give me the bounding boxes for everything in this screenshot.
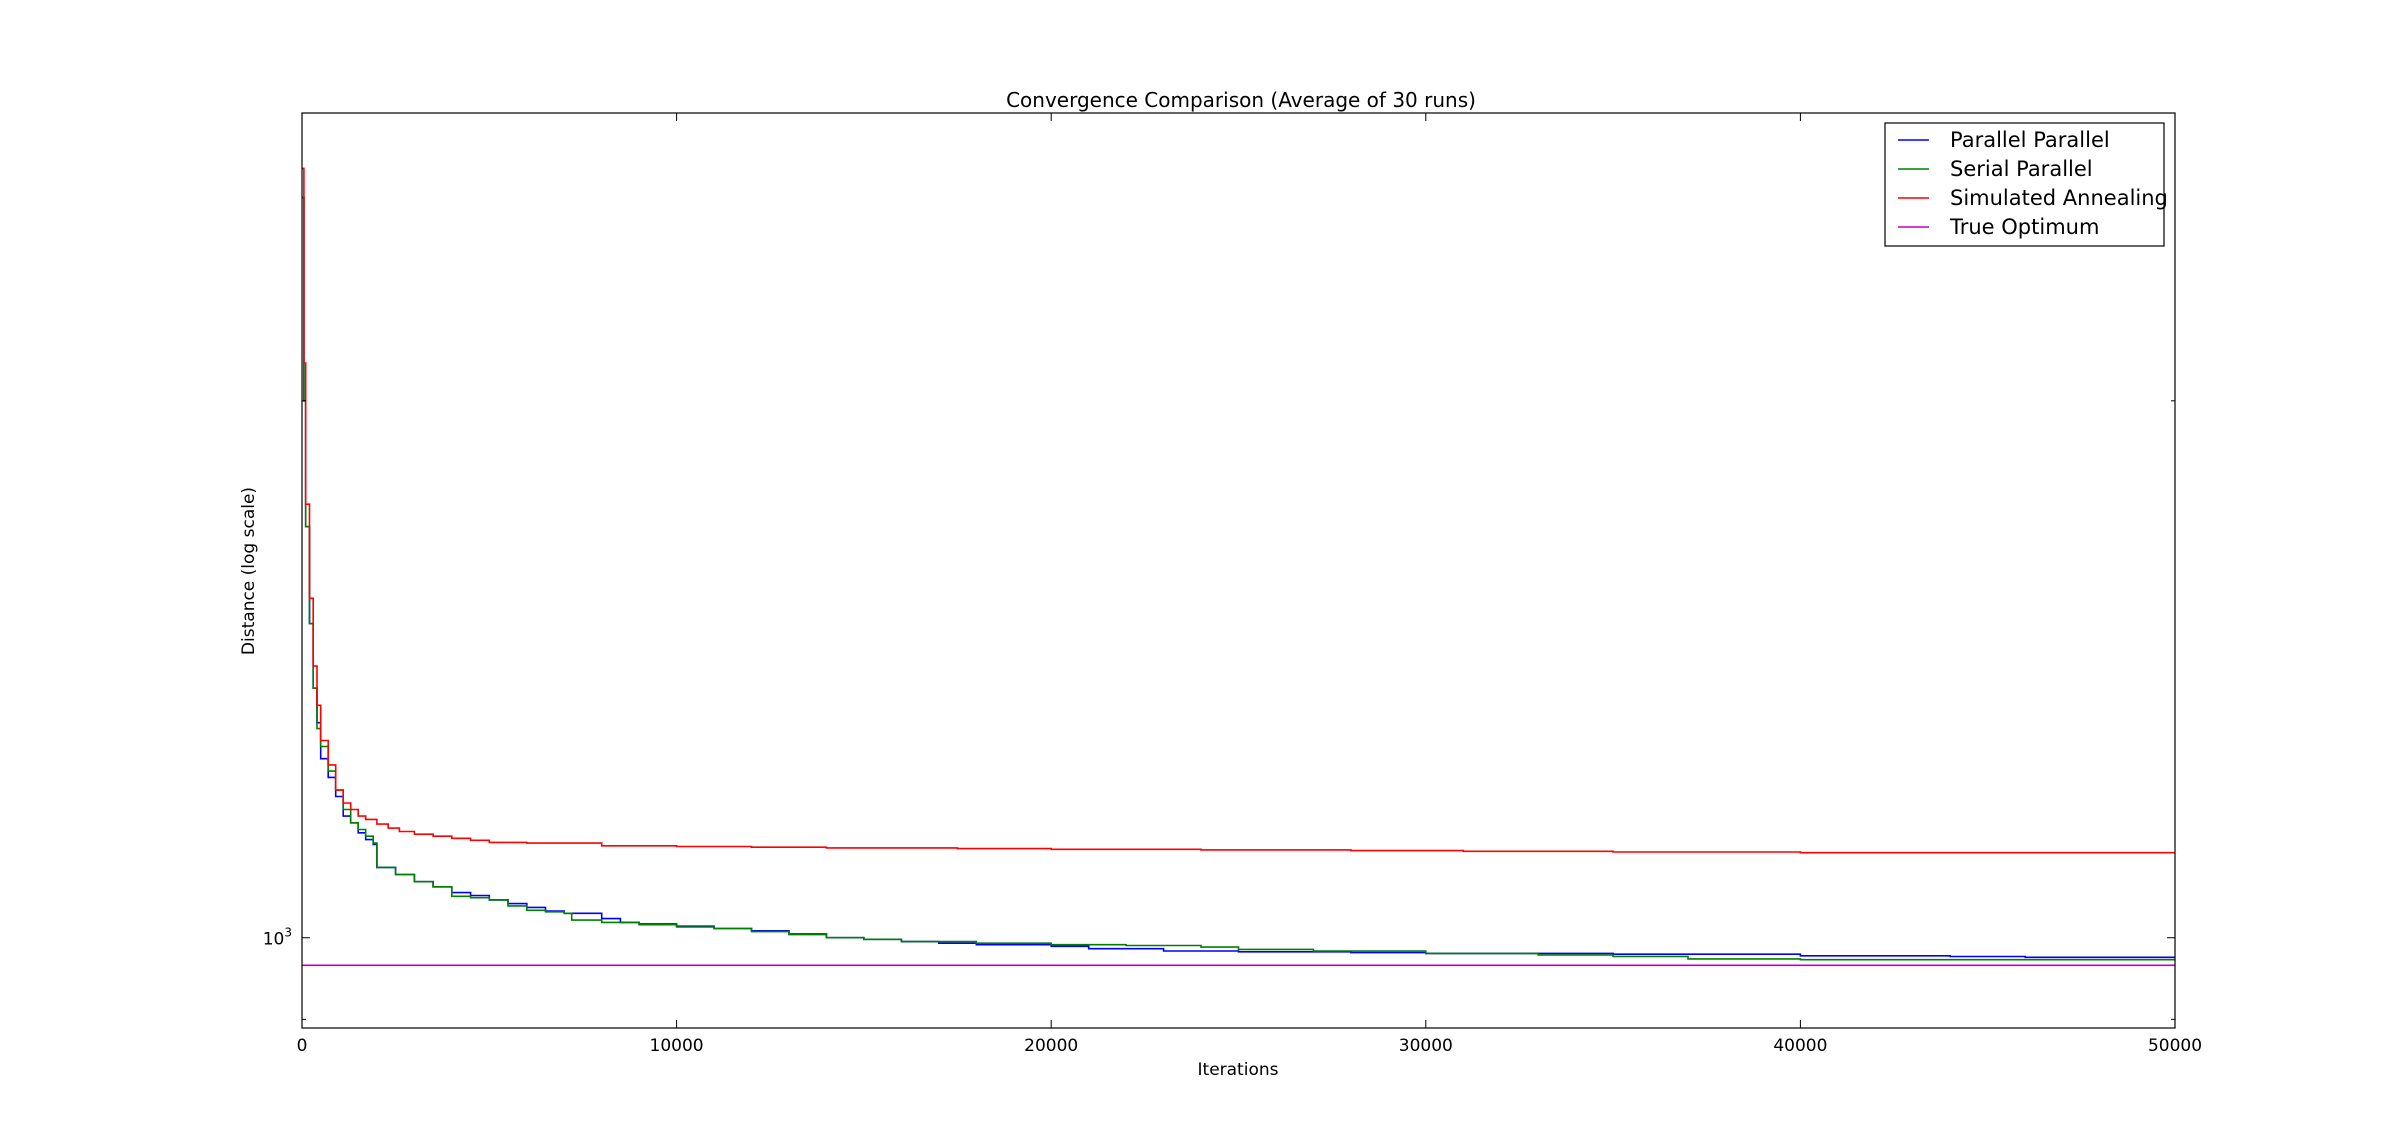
series-line-simulated-annealing (302, 167, 2175, 854)
x-tick-label: 50000 (2148, 1036, 2202, 1056)
y-axis-ticks: 103 (263, 400, 2175, 1020)
series-layer (302, 167, 2175, 967)
x-tick-label: 0 (297, 1036, 308, 1056)
x-tick-label: 30000 (1399, 1036, 1453, 1056)
x-axis-ticks: 0 10000 20000 30000 40000 50000 (297, 113, 2202, 1056)
y-axis-label: Distance (log scale) (239, 487, 259, 655)
x-tick-label: 10000 (650, 1036, 704, 1056)
legend-label: Parallel Parallel (1950, 128, 2110, 152)
legend-frame (1884, 122, 2165, 247)
x-axis-label: Iterations (1198, 1060, 1279, 1080)
y-tick-label: 103 (263, 926, 292, 950)
legend-label: True Optimum (1949, 215, 2099, 239)
legend: Parallel Parallel Serial Parallel Simulate… (1884, 122, 2168, 247)
legend-label: Simulated Annealing (1950, 186, 2168, 210)
x-tick-label: 40000 (1773, 1036, 1827, 1056)
x-tick-label: 20000 (1024, 1036, 1078, 1056)
chart-title: Convergence Comparison (Average of 30 ru… (1006, 88, 1476, 112)
legend-label: Serial Parallel (1950, 157, 2093, 181)
plot-frame (301, 112, 2176, 1029)
